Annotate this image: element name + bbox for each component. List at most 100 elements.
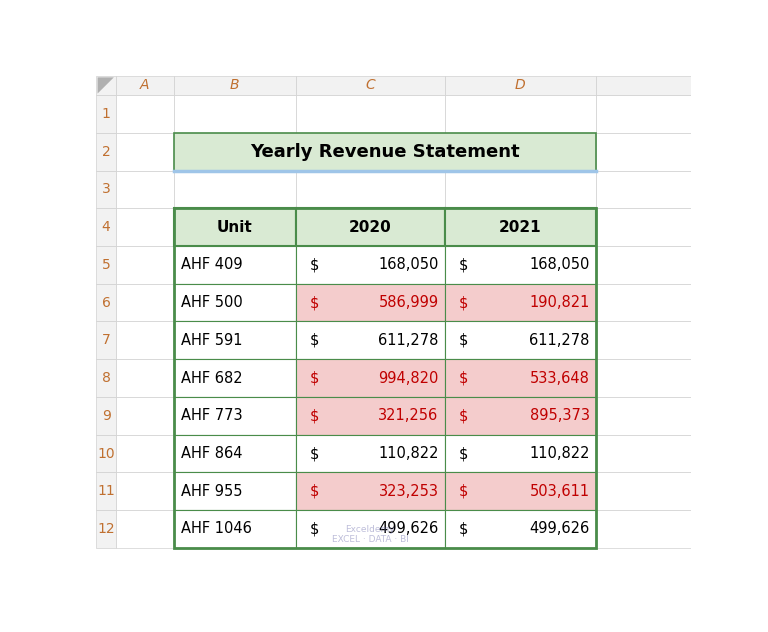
Bar	[445, 359, 596, 397]
Bar	[96, 209, 116, 246]
Bar	[174, 472, 296, 510]
Text: D: D	[515, 78, 525, 92]
Bar	[596, 359, 691, 397]
Bar	[596, 76, 691, 95]
Bar	[174, 284, 296, 322]
Bar	[116, 472, 174, 510]
Text: 323,253: 323,253	[379, 483, 439, 499]
Bar	[174, 510, 296, 548]
Bar	[445, 76, 596, 95]
Bar	[296, 171, 445, 209]
Bar	[596, 510, 691, 548]
Text: 168,050: 168,050	[378, 257, 439, 272]
Bar	[596, 133, 691, 171]
Bar	[296, 133, 445, 171]
Bar	[174, 472, 296, 510]
Text: Yearly Revenue Statement: Yearly Revenue Statement	[250, 143, 519, 161]
Bar	[96, 472, 116, 510]
Bar	[296, 397, 445, 435]
Text: B: B	[230, 78, 240, 92]
Text: 2: 2	[101, 145, 111, 159]
Bar	[174, 322, 296, 359]
Text: 168,050: 168,050	[529, 257, 590, 272]
Bar	[174, 284, 296, 322]
Text: 5: 5	[101, 258, 111, 272]
Text: $: $	[458, 295, 468, 310]
Text: 533,648: 533,648	[530, 370, 590, 386]
Text: 994,820: 994,820	[378, 370, 439, 386]
Bar	[116, 171, 174, 209]
Text: $: $	[458, 333, 468, 348]
Text: 499,626: 499,626	[379, 521, 439, 537]
Bar	[96, 171, 116, 209]
Text: 503,611: 503,611	[530, 483, 590, 499]
Text: 9: 9	[101, 409, 111, 423]
Bar	[596, 246, 691, 284]
Text: 11: 11	[98, 484, 115, 498]
Bar	[596, 435, 691, 472]
Text: A: A	[140, 78, 150, 92]
Text: AHF 409: AHF 409	[181, 257, 243, 272]
Text: 110,822: 110,822	[378, 446, 439, 461]
Bar	[445, 133, 596, 171]
Text: $: $	[310, 295, 319, 310]
Text: Exceldemy
EXCEL · DATA · BI: Exceldemy EXCEL · DATA · BI	[332, 525, 409, 544]
Bar	[96, 133, 116, 171]
Bar	[445, 472, 596, 510]
Bar	[174, 435, 296, 472]
Bar	[96, 76, 116, 95]
Text: $: $	[310, 370, 319, 386]
Bar	[445, 397, 596, 435]
Text: AHF 773: AHF 773	[181, 408, 243, 423]
Bar	[445, 510, 596, 548]
Text: 3: 3	[101, 183, 111, 197]
Text: AHF 591: AHF 591	[181, 333, 243, 348]
Text: 190,821: 190,821	[529, 295, 590, 310]
Text: 6: 6	[101, 296, 111, 310]
Bar	[296, 472, 445, 510]
Bar	[445, 510, 596, 548]
Text: $: $	[310, 257, 319, 272]
Text: $: $	[458, 257, 468, 272]
Bar	[445, 209, 596, 246]
Bar	[116, 209, 174, 246]
Bar	[96, 284, 116, 322]
Bar	[174, 95, 296, 133]
Bar	[174, 209, 296, 246]
Bar	[445, 284, 596, 322]
Text: AHF 955: AHF 955	[181, 483, 243, 499]
Text: 2020: 2020	[349, 220, 392, 234]
Bar	[445, 284, 596, 322]
Bar	[296, 76, 445, 95]
Bar	[116, 322, 174, 359]
Text: $: $	[458, 370, 468, 386]
Text: 586,999: 586,999	[379, 295, 439, 310]
Bar	[174, 397, 296, 435]
Bar	[174, 510, 296, 548]
Bar	[116, 510, 174, 548]
Bar	[96, 322, 116, 359]
Bar	[174, 435, 296, 472]
Bar	[445, 472, 596, 510]
Text: 1: 1	[101, 107, 111, 121]
Bar	[174, 246, 296, 284]
Bar	[296, 322, 445, 359]
Bar	[116, 435, 174, 472]
Bar	[445, 435, 596, 472]
Text: 499,626: 499,626	[529, 521, 590, 537]
Bar	[174, 359, 296, 397]
Bar	[445, 359, 596, 397]
Bar	[445, 95, 596, 133]
Bar	[296, 510, 445, 548]
Bar	[96, 510, 116, 548]
Bar	[296, 284, 445, 322]
Bar	[296, 397, 445, 435]
Bar	[116, 95, 174, 133]
Text: 12: 12	[98, 522, 115, 536]
Bar	[174, 322, 296, 359]
Text: 10: 10	[98, 447, 115, 461]
Bar	[296, 322, 445, 359]
Bar	[596, 472, 691, 510]
Bar	[296, 284, 445, 322]
Bar	[296, 95, 445, 133]
